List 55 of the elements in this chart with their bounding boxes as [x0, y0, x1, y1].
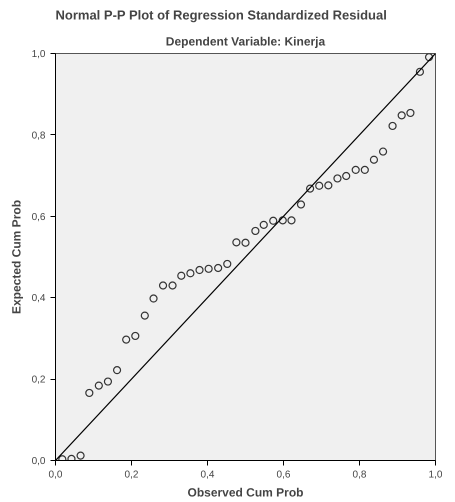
x-tick-label: 0,8 — [352, 470, 367, 480]
point — [342, 172, 350, 180]
point — [406, 108, 415, 118]
point — [278, 216, 287, 224]
point — [287, 216, 296, 224]
point — [195, 266, 204, 274]
x-tick-label: 0,6 — [276, 470, 291, 480]
point — [378, 147, 388, 156]
point — [241, 238, 250, 247]
point — [251, 226, 260, 236]
y-tick-label: 1,0 — [32, 49, 46, 60]
x-axis-title: Observed Cum Prob — [187, 486, 304, 500]
point — [370, 156, 378, 164]
point — [177, 272, 186, 280]
point — [112, 366, 122, 374]
chart-subtitle: Dependent Variable: Kinerja — [166, 34, 326, 48]
x-tick-label: 0,0 — [48, 470, 63, 480]
point — [76, 452, 85, 460]
point — [360, 166, 369, 174]
point — [94, 382, 103, 390]
point — [104, 377, 112, 386]
chart-title: Normal P-P Plot of Regression Standardized Residual — [56, 8, 387, 22]
y-tick-label: 0,2 — [32, 374, 46, 386]
point — [223, 260, 232, 268]
point — [352, 166, 360, 174]
point — [416, 68, 424, 76]
y-tick-label: 0,6 — [32, 212, 46, 223]
point — [388, 122, 397, 130]
point — [424, 54, 434, 62]
y-tick-label: 0,0 — [32, 456, 46, 467]
point — [333, 174, 342, 183]
point — [140, 312, 149, 320]
x-tick-label: 0,4 — [200, 470, 215, 480]
point — [131, 332, 140, 340]
point — [204, 264, 213, 273]
y-tick-label: 0,4 — [32, 293, 46, 304]
point — [315, 182, 324, 190]
y-axis-title: Expected Cum Prob — [10, 200, 24, 314]
y-tick-label: 0,8 — [32, 130, 46, 142]
point — [214, 264, 222, 272]
point — [122, 336, 130, 344]
point — [398, 111, 406, 120]
x-tick-label: 1,0 — [428, 470, 443, 480]
point — [149, 294, 158, 303]
point — [260, 220, 268, 229]
point — [168, 281, 177, 290]
point — [85, 388, 94, 398]
point — [306, 184, 314, 193]
point — [158, 281, 168, 290]
point — [232, 238, 240, 246]
point — [186, 269, 194, 278]
x-tick-label: 0,2 — [124, 470, 139, 480]
point — [324, 181, 332, 190]
point — [296, 200, 306, 209]
point — [269, 216, 278, 225]
